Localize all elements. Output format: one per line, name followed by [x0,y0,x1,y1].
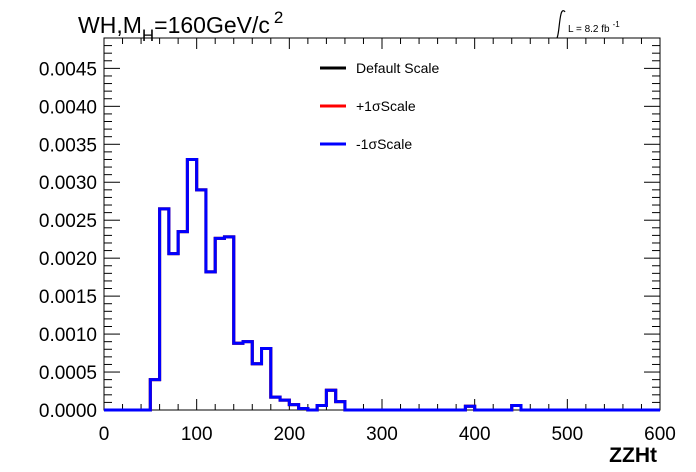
x-tick-labels: 0 100 200 300 400 500 600 [99,424,676,445]
legend-label: +1σScale [356,98,416,114]
y-tick-label: 0.0015 [39,287,97,308]
x-tick-label: 600 [644,424,676,445]
x-tick-label: 300 [366,424,398,445]
legend-label: Default Scale [356,60,439,76]
lumi-label: L = 8.2 fb -1 [568,20,620,35]
y-tick-label: 0.0020 [39,249,97,270]
y-tick-label: 0.0025 [39,211,97,232]
lumi-superscript: -1 [613,20,621,29]
x-tick-label: 100 [181,424,213,445]
y-tick-label: 0.0045 [39,59,97,80]
x-tick-label: 500 [551,424,583,445]
y-tick-labels: 0.0000 0.0005 0.0010 0.0015 0.0020 0.0025 0.00… [39,59,97,422]
legend: Default Scale +1σScale -1σScale [320,60,439,152]
y-tick-label: 0.0040 [39,97,97,118]
title-rest: =160GeV/c [154,12,270,38]
y-tick-label: 0.0035 [39,135,97,156]
x-tick-label: 0 [99,424,110,445]
series-line-2 [104,157,660,412]
y-tick-label: 0.0010 [39,325,97,346]
y-tick-label: 0.0000 [39,401,97,422]
integral-sign-icon [556,10,566,39]
series-group [104,157,660,412]
chart-title: WH,MH=160GeV/c 2 [78,8,283,45]
title-main: WH,M [78,12,142,38]
y-tick-label: 0.0005 [39,363,97,384]
y-tick-label: 0.0030 [39,173,97,194]
legend-label: -1σScale [356,136,412,152]
title-subscript: H [142,26,154,45]
x-tick-label: 400 [459,424,491,445]
lumi-text: L = 8.2 fb [568,24,610,35]
axis-ticks [103,37,661,411]
x-axis-label: ZZHt [609,444,657,467]
x-tick-label: 200 [273,424,305,445]
title-superscript: 2 [274,8,283,27]
